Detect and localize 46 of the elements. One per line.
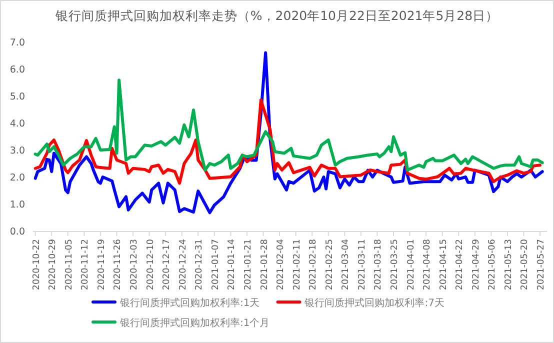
x-tick-label: 2021-05-27 xyxy=(536,239,547,290)
x-tick-label: 2021-04-01 xyxy=(406,239,416,290)
x-tick-label: 2021-02-04 xyxy=(276,238,286,290)
x-tick-label: 2021-01-28 xyxy=(260,239,270,290)
x-tick-label: 2021-04-08 xyxy=(422,239,433,290)
x-tick-label: 2020-12-10 xyxy=(146,238,156,290)
x-tick-label: 2021-04-15 xyxy=(438,239,449,290)
x-tick-label: 2021-03-11 xyxy=(357,239,368,290)
legend-label: 银行间质押式回购加权利率:7天 xyxy=(304,297,444,309)
y-tick-label: 4.0 xyxy=(10,118,25,130)
x-tick-label: 2020-11-05 xyxy=(64,239,74,290)
x-tick-label: 2021-02-11 xyxy=(292,239,302,290)
y-tick-label: 2.0 xyxy=(10,172,25,184)
x-tick-label: 2021-01-21 xyxy=(243,239,254,290)
x-tick-label: 2020-10-22 xyxy=(32,239,42,290)
y-tick-label: 5.0 xyxy=(10,92,25,102)
x-tick-label: 2021-02-18 xyxy=(308,239,319,290)
x-tick-label: 2020-12-17 xyxy=(162,239,172,290)
legend-label: 银行间质押式回购加权利率:1个月 xyxy=(119,317,270,329)
x-tick-label: 2021-05-06 xyxy=(488,238,498,290)
y-tick-label: 0.0 xyxy=(10,226,25,238)
y-tick-label: 6.0 xyxy=(10,64,25,76)
x-tick-label: 2021-01-07 xyxy=(210,239,221,290)
x-tick-label: 2021-02-25 xyxy=(324,239,335,290)
x-tick-label: 2020-12-31 xyxy=(194,239,205,290)
line-series xyxy=(34,98,542,185)
legend-label: 银行间质押式回购加权利率:1天 xyxy=(119,297,260,309)
chart-title: 银行间质押式回购加权利率走势（%，2020年10月22日至2021年5月28日） xyxy=(54,8,499,23)
x-tick-label: 2020-10-29 xyxy=(48,239,58,290)
y-tick-label: 1.0 xyxy=(10,200,25,210)
line-series xyxy=(34,78,544,172)
x-tick-label: 2020-12-03 xyxy=(130,239,140,290)
x-tick-label: 2020-11-26 xyxy=(113,238,124,290)
x-tick-label: 2020-11-19 xyxy=(96,239,107,290)
x-tick-label: 2021-03-18 xyxy=(374,239,384,290)
x-tick-label: 2020-12-24 xyxy=(178,238,188,290)
x-tick-label: 2021-03-04 xyxy=(341,238,352,290)
x-tick-label: 2021-01-14 xyxy=(227,238,238,290)
x-tick-label: 2020-11-12 xyxy=(80,239,91,290)
x-tick-label: 2021-04-29 xyxy=(471,239,482,290)
y-tick-label: 7.0 xyxy=(10,38,25,48)
x-tick-label: 2021-05-20 xyxy=(520,238,530,290)
x-tick-label: 2021-03-25 xyxy=(390,239,400,290)
x-tick-label: 2021-05-13 xyxy=(504,239,514,290)
x-tick-label: 2021-04-22 xyxy=(455,239,466,290)
y-tick-label: 3.0 xyxy=(10,146,25,156)
